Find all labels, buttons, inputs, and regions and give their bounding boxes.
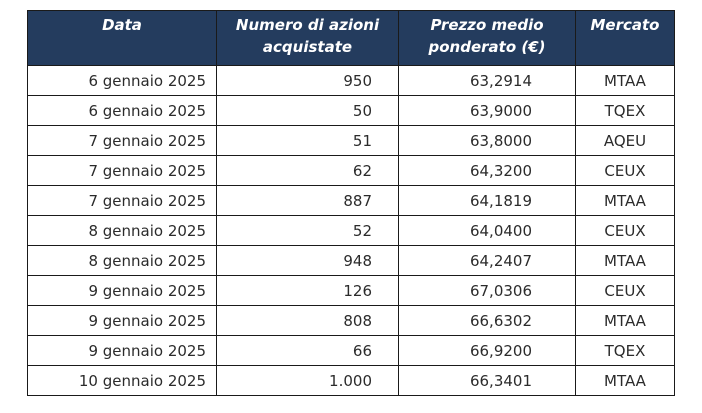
cell-date: 7 gennaio 2025: [27, 185, 217, 216]
cell-shares: 51: [216, 125, 399, 156]
cell-shares: 66: [216, 335, 399, 366]
cell-market: TQEX: [575, 95, 675, 126]
cell-shares: 52: [216, 215, 399, 246]
cell-shares: 62: [216, 155, 399, 186]
cell-date: 7 gennaio 2025: [27, 125, 217, 156]
table-row: 8 gennaio 2025 948 64,2407 MTAA: [27, 245, 675, 276]
cell-price: 66,3401: [398, 365, 576, 396]
cell-shares: 808: [216, 305, 399, 336]
cell-date: 6 gennaio 2025: [27, 95, 217, 126]
table-row: 7 gennaio 2025 51 63,8000 AQEU: [27, 125, 675, 156]
cell-date: 6 gennaio 2025: [27, 65, 217, 96]
table-row: 9 gennaio 2025 66 66,9200 TQEX: [27, 335, 675, 366]
cell-price: 64,2407: [398, 245, 576, 276]
cell-market: MTAA: [575, 305, 675, 336]
cell-price: 67,0306: [398, 275, 576, 306]
cell-market: MTAA: [575, 65, 675, 96]
cell-price: 66,6302: [398, 305, 576, 336]
table-row: 6 gennaio 2025 950 63,2914 MTAA: [27, 65, 675, 96]
cell-price: 63,9000: [398, 95, 576, 126]
cell-date: 8 gennaio 2025: [27, 215, 217, 246]
table-row: 9 gennaio 2025 126 67,0306 CEUX: [27, 275, 675, 306]
cell-market: AQEU: [575, 125, 675, 156]
header-price: Prezzo medio ponderato (€): [398, 10, 576, 66]
cell-date: 9 gennaio 2025: [27, 305, 217, 336]
cell-market: CEUX: [575, 155, 675, 186]
cell-date: 8 gennaio 2025: [27, 245, 217, 276]
cell-shares: 948: [216, 245, 399, 276]
cell-shares: 1.000: [216, 365, 399, 396]
table-row: 8 gennaio 2025 52 64,0400 CEUX: [27, 215, 675, 246]
cell-date: 7 gennaio 2025: [27, 155, 217, 186]
cell-price: 63,2914: [398, 65, 576, 96]
cell-shares: 126: [216, 275, 399, 306]
cell-date: 9 gennaio 2025: [27, 335, 217, 366]
table-row: 7 gennaio 2025 62 64,3200 CEUX: [27, 155, 675, 186]
cell-date: 10 gennaio 2025: [27, 365, 217, 396]
cell-market: MTAA: [575, 365, 675, 396]
table-row: 9 gennaio 2025 808 66,6302 MTAA: [27, 305, 675, 336]
header-date: Data: [27, 10, 217, 66]
header-market: Mercato: [575, 10, 675, 66]
cell-market: MTAA: [575, 245, 675, 276]
cell-shares: 950: [216, 65, 399, 96]
cell-price: 64,0400: [398, 215, 576, 246]
cell-shares: 50: [216, 95, 399, 126]
cell-price: 64,3200: [398, 155, 576, 186]
table-row: 7 gennaio 2025 887 64,1819 MTAA: [27, 185, 675, 216]
cell-shares: 887: [216, 185, 399, 216]
cell-market: MTAA: [575, 185, 675, 216]
cell-price: 64,1819: [398, 185, 576, 216]
cell-market: TQEX: [575, 335, 675, 366]
cell-date: 9 gennaio 2025: [27, 275, 217, 306]
header-row: Data Numero di azioni acquistate Prezzo …: [27, 10, 675, 66]
header-shares: Numero di azioni acquistate: [216, 10, 399, 66]
table-row: 6 gennaio 2025 50 63,9000 TQEX: [27, 95, 675, 126]
cell-price: 66,9200: [398, 335, 576, 366]
purchases-table: Data Numero di azioni acquistate Prezzo …: [27, 10, 675, 396]
cell-price: 63,8000: [398, 125, 576, 156]
table-row: 10 gennaio 2025 1.000 66,3401 MTAA: [27, 365, 675, 396]
cell-market: CEUX: [575, 275, 675, 306]
cell-market: CEUX: [575, 215, 675, 246]
